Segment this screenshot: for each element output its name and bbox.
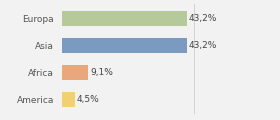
Text: 43,2%: 43,2%: [189, 41, 218, 50]
Text: 4,5%: 4,5%: [77, 95, 100, 104]
Bar: [62, 11, 187, 26]
Text: 43,2%: 43,2%: [189, 14, 218, 23]
Text: 9,1%: 9,1%: [90, 68, 113, 77]
Bar: [62, 38, 187, 53]
Bar: [62, 65, 88, 80]
Bar: [62, 92, 75, 107]
